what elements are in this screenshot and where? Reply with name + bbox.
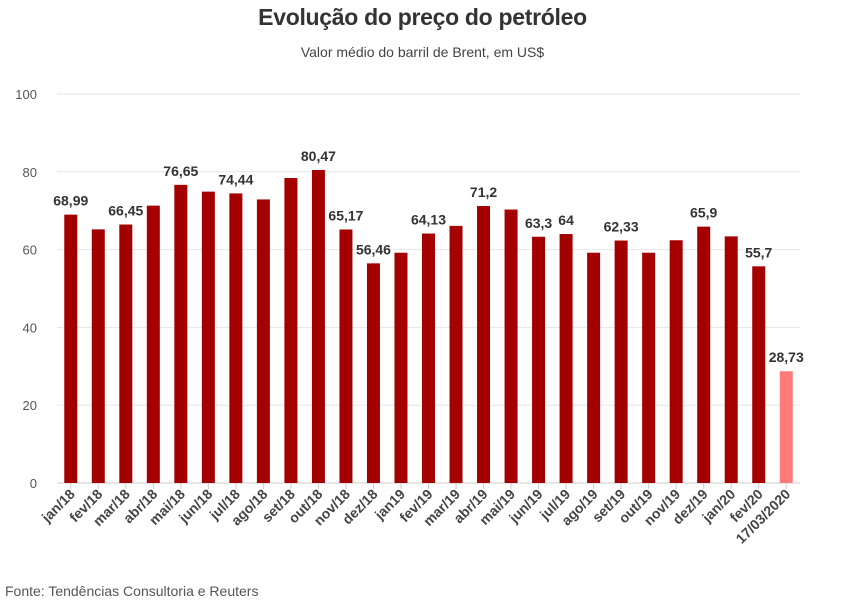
bar-chart: 0 20 40 60 80 100 68,99 66,45 76,65 74,44 80,47 65…: [15, 87, 804, 547]
data-label: 66,45: [108, 203, 143, 219]
data-label: 64: [558, 212, 574, 228]
data-label: 55,7: [745, 244, 772, 260]
bar-25: [752, 266, 766, 483]
bar-2: [119, 224, 133, 483]
bar-4: [174, 184, 188, 484]
bar-14: [449, 225, 463, 483]
data-label: 62,33: [604, 219, 639, 235]
bar-1: [91, 229, 105, 483]
y-tick-label: 60: [23, 243, 37, 258]
data-label: 74,44: [218, 171, 253, 187]
source-note: Fonte: Tendências Consultoria e Reuters: [5, 583, 259, 599]
chart-subtitle: Valor médio do barril de Brent, em US$: [300, 44, 545, 60]
bar-10: [339, 229, 353, 483]
bar-11: [366, 263, 380, 483]
y-tick-label: 100: [15, 87, 37, 102]
bar-12: [394, 252, 408, 483]
y-tick-label: 80: [23, 165, 37, 180]
bar-0: [64, 214, 78, 483]
data-label: 65,9: [690, 205, 717, 221]
data-label: 63,3: [525, 215, 552, 231]
data-label: 56,46: [356, 241, 391, 257]
y-tick-label: 40: [23, 320, 37, 335]
bar-24: [724, 236, 738, 483]
bar-6: [229, 193, 243, 483]
data-label: 80,47: [301, 148, 336, 164]
bar-17: [532, 236, 546, 483]
data-labels: 68,99 66,45 76,65 74,44 80,47 65,17 56,46 64,13…: [53, 148, 804, 365]
data-label: 65,17: [328, 207, 363, 223]
bar-3: [146, 205, 160, 483]
bar-16: [504, 209, 518, 483]
bar-26: [779, 371, 793, 483]
y-axis-ticks: 0 20 40 60 80 100: [15, 87, 37, 491]
y-tick-label: 20: [23, 398, 37, 413]
x-axis-ticks: jan/18fev/18mar/18abr/18mai/18jun/18jul/…: [38, 483, 794, 547]
data-label: 76,65: [163, 163, 198, 179]
bar-5: [201, 191, 215, 484]
bar-23: [697, 226, 711, 484]
bar-8: [284, 178, 298, 484]
bar-20: [614, 240, 628, 483]
bar-22: [669, 240, 683, 483]
chart-title: Evolução do preço do petróleo: [258, 4, 587, 30]
bar-18: [559, 234, 573, 483]
bar-21: [642, 252, 656, 483]
data-label: 71,2: [470, 184, 497, 200]
bar-9: [311, 169, 325, 484]
bar-7: [256, 199, 270, 483]
data-label: 64,13: [411, 212, 446, 228]
data-label: 68,99: [53, 193, 88, 209]
bar-15: [477, 206, 491, 484]
bar-13: [422, 233, 435, 483]
y-tick-label: 0: [30, 476, 37, 491]
bars: [64, 169, 793, 484]
bar-19: [587, 252, 601, 483]
data-label: 28,73: [769, 349, 804, 365]
